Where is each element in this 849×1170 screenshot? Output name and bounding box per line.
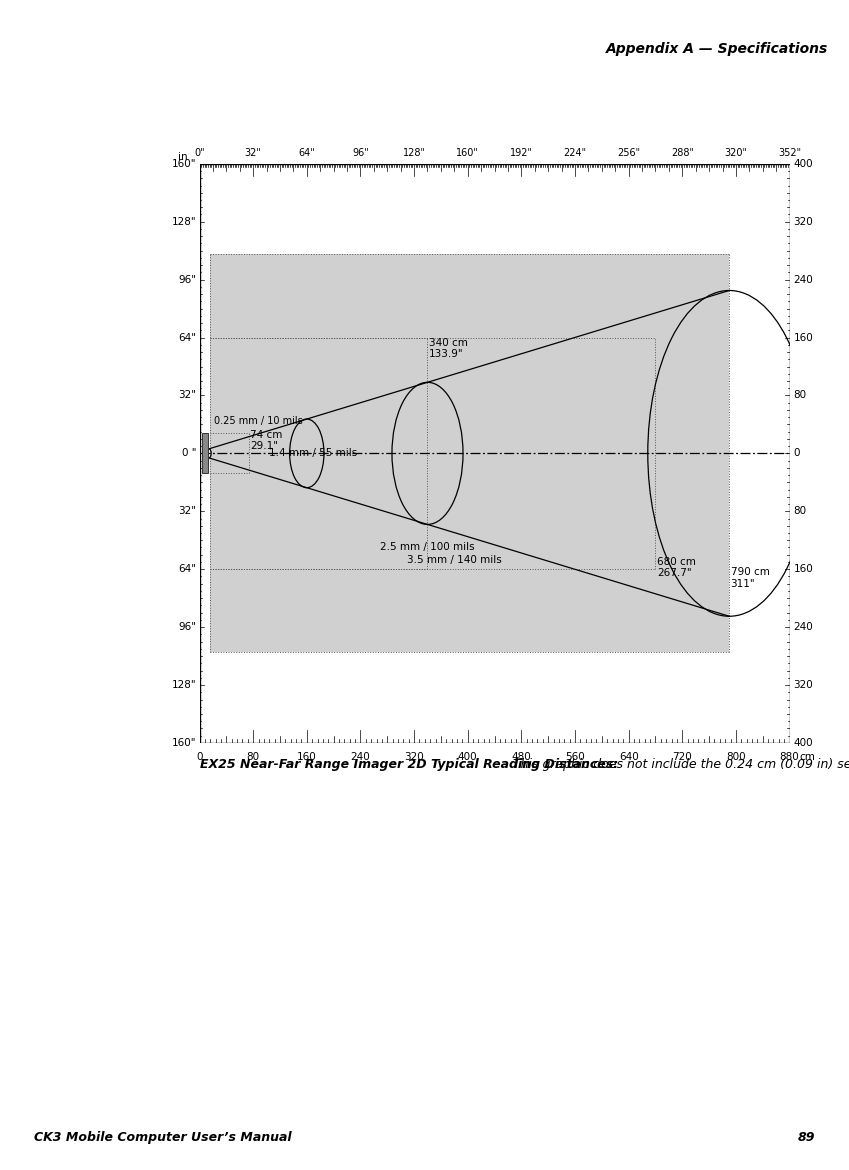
Text: 96": 96" xyxy=(352,149,368,158)
Text: 160": 160" xyxy=(171,738,196,748)
Text: 0: 0 xyxy=(794,448,800,459)
Text: 64": 64" xyxy=(178,564,196,574)
Text: 0.25 mm / 10 mils: 0.25 mm / 10 mils xyxy=(214,417,303,426)
Bar xyxy=(210,337,428,569)
Text: 1.4 mm / 55 mils: 1.4 mm / 55 mils xyxy=(269,448,357,459)
Text: 240: 240 xyxy=(794,275,813,284)
Text: 160: 160 xyxy=(794,332,813,343)
Text: 32": 32" xyxy=(178,507,196,516)
Text: Appendix A — Specifications: Appendix A — Specifications xyxy=(605,42,828,56)
Text: 160: 160 xyxy=(794,564,813,574)
Text: 480: 480 xyxy=(511,752,531,762)
Text: 160": 160" xyxy=(456,149,479,158)
Bar xyxy=(210,254,729,653)
Text: 320: 320 xyxy=(794,680,813,690)
Text: 64": 64" xyxy=(298,149,315,158)
Text: 0 ": 0 " xyxy=(182,448,196,459)
Bar xyxy=(201,433,208,474)
Text: 340 cm
133.9": 340 cm 133.9" xyxy=(429,338,468,359)
Text: 74 cm
29.1": 74 cm 29.1" xyxy=(250,429,283,452)
Text: 32": 32" xyxy=(245,149,261,158)
Text: 240: 240 xyxy=(794,622,813,632)
Text: 80: 80 xyxy=(794,507,807,516)
Text: 288": 288" xyxy=(671,149,694,158)
Text: 240: 240 xyxy=(351,752,370,762)
Text: 320: 320 xyxy=(794,216,813,227)
Text: 128": 128" xyxy=(402,149,425,158)
Text: 790 cm
311": 790 cm 311" xyxy=(730,567,769,589)
Text: 400: 400 xyxy=(794,738,813,748)
Text: 64": 64" xyxy=(178,332,196,343)
Text: 96": 96" xyxy=(178,275,196,284)
Text: This graphic does not include the 0.24 cm (0.09 in) setback for the CK3.: This graphic does not include the 0.24 c… xyxy=(509,758,849,771)
Text: 128": 128" xyxy=(171,216,196,227)
Text: 160": 160" xyxy=(171,159,196,168)
Text: 680 cm
267.7": 680 cm 267.7" xyxy=(657,557,695,578)
Text: 89: 89 xyxy=(797,1131,815,1144)
Bar xyxy=(210,337,655,569)
Text: 560: 560 xyxy=(565,752,585,762)
Text: 0": 0" xyxy=(194,149,205,158)
Text: 32": 32" xyxy=(178,391,196,400)
Text: 192": 192" xyxy=(510,149,533,158)
Text: 256": 256" xyxy=(617,149,640,158)
Bar xyxy=(210,433,249,474)
Text: 160: 160 xyxy=(297,752,317,762)
Text: 128": 128" xyxy=(171,680,196,690)
Text: 0: 0 xyxy=(196,752,203,762)
Text: 640: 640 xyxy=(619,752,638,762)
Text: 80: 80 xyxy=(794,391,807,400)
Text: CK3 Mobile Computer User’s Manual: CK3 Mobile Computer User’s Manual xyxy=(34,1131,291,1144)
Text: cm: cm xyxy=(800,752,816,762)
Text: 720: 720 xyxy=(672,752,692,762)
Text: 880: 880 xyxy=(779,752,800,762)
Text: 800: 800 xyxy=(726,752,745,762)
Text: 224": 224" xyxy=(564,149,587,158)
Text: 400: 400 xyxy=(458,752,477,762)
Text: 96": 96" xyxy=(178,622,196,632)
Text: 320": 320" xyxy=(724,149,747,158)
Text: in: in xyxy=(177,152,188,161)
Text: 320: 320 xyxy=(404,752,424,762)
Text: 80: 80 xyxy=(246,752,260,762)
Text: 2.5 mm / 100 mils: 2.5 mm / 100 mils xyxy=(380,543,475,552)
Text: EX25 Near-Far Range Imager 2D Typical Reading Distances:: EX25 Near-Far Range Imager 2D Typical Re… xyxy=(200,758,618,771)
Text: 400: 400 xyxy=(794,159,813,168)
Text: 352": 352" xyxy=(778,149,801,158)
Text: 3.5 mm / 140 mils: 3.5 mm / 140 mils xyxy=(407,555,502,565)
